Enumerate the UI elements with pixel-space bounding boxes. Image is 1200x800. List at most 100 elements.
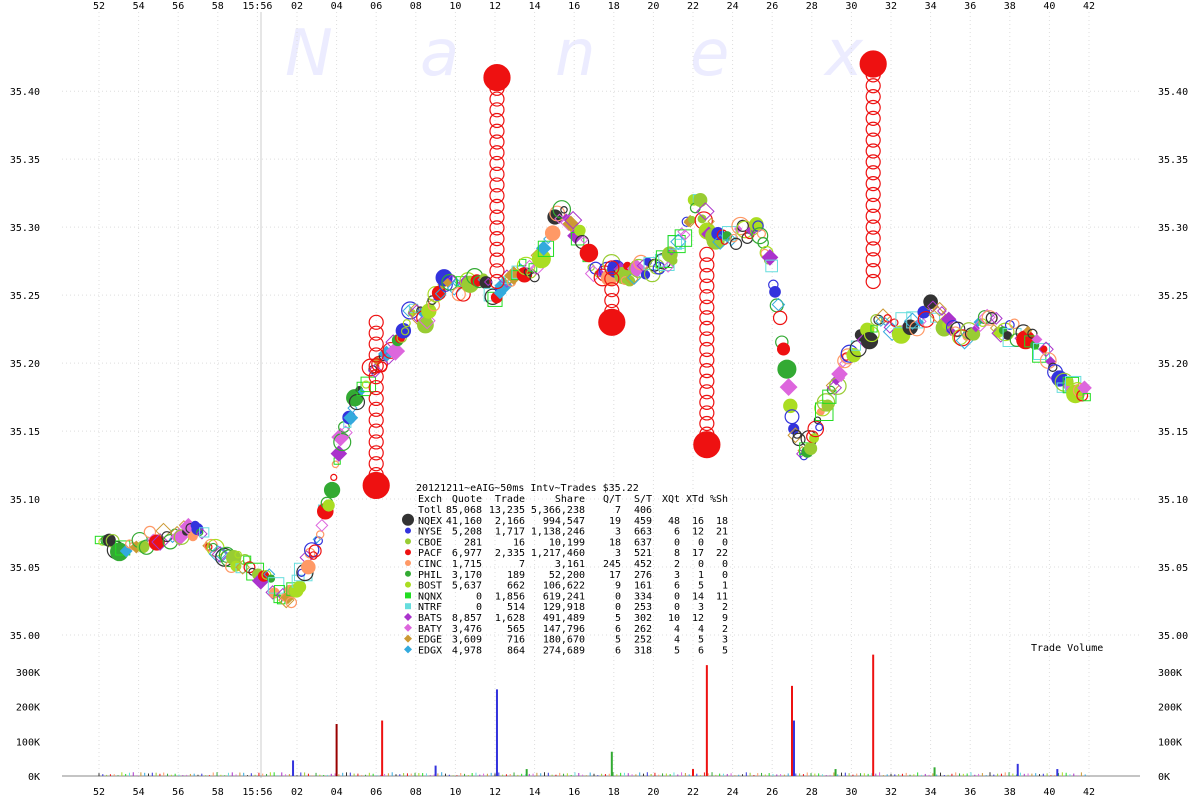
summary-cell: 2 [722, 602, 728, 613]
summary-cell: 262 [634, 624, 652, 635]
summary-cell: 10 [668, 613, 680, 624]
summary-cell: 48 [668, 516, 680, 527]
summary-cell: 2,335 [495, 548, 525, 559]
y-axis-left: 35.40 35.35 35.30 35.25 35.20 35.15 35.10 35.05… [10, 87, 40, 642]
summary-cell: 5 [615, 635, 621, 646]
volume-label: Trade Volume [1031, 643, 1103, 654]
x-tick-label: 58 [212, 787, 224, 798]
trade-marker [699, 278, 715, 294]
trade-marker [589, 261, 603, 275]
trade-marker [402, 319, 411, 328]
x-tick-label: 38 [1004, 787, 1016, 798]
summary-cell: 2,166 [495, 516, 525, 527]
summary-cell: 18 [609, 537, 621, 548]
trade-marker [865, 208, 881, 224]
volume-tick-label: 0K [28, 772, 40, 783]
trade-marker [447, 274, 457, 283]
trade-marker [211, 546, 229, 563]
trade-marker [560, 206, 568, 214]
x-tick-label: 10 [449, 787, 461, 798]
x-tick-label: 12 [489, 1, 501, 12]
summary-cell: 13,235 [489, 505, 525, 516]
summary-cell: 2 [722, 624, 728, 635]
x-tick-label: 15:56 [242, 787, 272, 798]
summary-cell: 8,857 [452, 613, 482, 624]
summary-cell: 1,628 [495, 613, 525, 624]
summary-cell: Totl [418, 505, 442, 516]
x-tick-label: 42 [1083, 787, 1095, 798]
summary-cell: 514 [507, 602, 525, 613]
trade-marker [865, 252, 881, 268]
y-tick-label: 35.15 [1158, 427, 1188, 438]
trade-marker [807, 420, 825, 438]
trade-marker [489, 273, 505, 290]
trade-marker [769, 286, 781, 298]
trade-marker [489, 198, 505, 214]
trade-marker [699, 373, 715, 389]
y-tick-label: 35.10 [10, 495, 40, 506]
summary-table: 20121211~eAIG~50ms Intv~Trades $35.22 Ex… [402, 483, 728, 656]
x-tick-label: 14 [529, 787, 541, 798]
trade-marker [360, 376, 377, 393]
summary-cell: 85,068 [446, 505, 482, 516]
trade-marker [368, 336, 384, 352]
trade-marker [699, 394, 715, 410]
trade-marker [196, 528, 208, 540]
trade-marker [1009, 318, 1020, 330]
x-tick-label: 30 [845, 1, 857, 12]
summary-cell: 302 [634, 613, 652, 624]
trade-marker [544, 225, 561, 241]
summary-cell: 521 [634, 548, 652, 559]
x-tick-label: 26 [766, 1, 778, 12]
trade-marker [285, 596, 298, 609]
summary-cell: 0 [476, 591, 482, 602]
trade-marker [552, 200, 572, 219]
volume-tick-label: 300K [1158, 668, 1182, 679]
summary-cell: NTRF [418, 602, 442, 613]
y-tick-label: 35.30 [10, 223, 40, 234]
trade-marker [699, 299, 715, 315]
watermark-letter: n [555, 17, 596, 91]
trade-marker [579, 243, 599, 263]
trade-marker [489, 145, 505, 161]
trade-marker [865, 197, 881, 213]
summary-cell: 253 [634, 602, 652, 613]
trade-marker [604, 292, 620, 309]
x-tick-label: 34 [925, 1, 937, 12]
trade-marker [693, 193, 708, 208]
trade-marker [699, 320, 715, 336]
trade-marker [865, 121, 881, 137]
trade-marker [489, 91, 505, 107]
trade-marker [489, 166, 505, 182]
trade-marker [865, 273, 881, 290]
summary-cell: 3 [615, 548, 621, 559]
trade-marker [865, 89, 881, 105]
trade-marker [489, 112, 505, 129]
trade-marker [865, 78, 881, 94]
trade-marker [309, 551, 318, 560]
summary-cell: 41,160 [446, 516, 482, 527]
summary-cell: 637 [634, 537, 652, 548]
summary-title: 20121211~eAIG~50ms Intv~Trades $35.22 [416, 483, 639, 494]
trade-marker [1032, 342, 1050, 360]
trade-marker [489, 241, 505, 257]
trade-marker [923, 294, 938, 310]
legend-marker [405, 560, 411, 566]
summary-cell: CBOE [418, 537, 442, 548]
summary-cell: 52,200 [549, 570, 585, 581]
trade-marker [451, 287, 466, 302]
summary-cell: 245 [603, 559, 621, 570]
summary-cell: 4 [674, 635, 680, 646]
y-tick-label: 35.20 [1158, 359, 1188, 370]
y-tick-label: 35.00 [10, 631, 40, 642]
summary-cell: 452 [634, 559, 652, 570]
summary-cell: 17 [692, 548, 704, 559]
y-tick-label: 35.35 [1158, 155, 1188, 166]
trade-marker [434, 287, 447, 300]
legend-marker [404, 613, 412, 621]
x-tick-label: 42 [1083, 1, 1095, 12]
trade-marker [483, 63, 511, 92]
trade-marker [368, 423, 384, 439]
summary-cell: 22 [716, 548, 728, 559]
